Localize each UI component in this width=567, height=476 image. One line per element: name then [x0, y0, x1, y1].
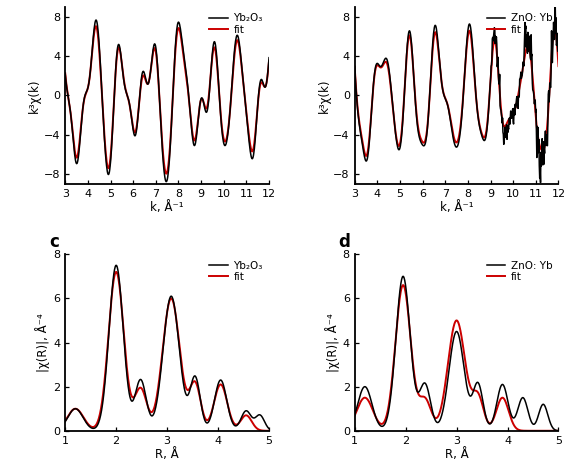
- Y-axis label: |χ(R)|, Å⁻⁴: |χ(R)|, Å⁻⁴: [325, 313, 340, 372]
- Y-axis label: k³χ(k): k³χ(k): [318, 78, 331, 113]
- Y-axis label: |χ(R)|, Å⁻⁴: |χ(R)|, Å⁻⁴: [36, 313, 50, 372]
- Legend: Yb₂O₃, fit: Yb₂O₃, fit: [209, 259, 264, 283]
- Y-axis label: k³χ(k): k³χ(k): [28, 78, 41, 113]
- Legend: Yb₂O₃, fit: Yb₂O₃, fit: [209, 12, 264, 36]
- Text: d: d: [338, 233, 350, 251]
- X-axis label: k, Å⁻¹: k, Å⁻¹: [150, 201, 184, 214]
- X-axis label: R, Å: R, Å: [155, 448, 179, 461]
- Text: c: c: [49, 233, 59, 251]
- Legend: ZnO: Yb, fit: ZnO: Yb, fit: [485, 12, 553, 36]
- Text: a: a: [49, 0, 60, 4]
- Legend: ZnO: Yb, fit: ZnO: Yb, fit: [485, 259, 553, 283]
- X-axis label: k, Å⁻¹: k, Å⁻¹: [440, 201, 473, 214]
- Text: b: b: [338, 0, 350, 4]
- X-axis label: R, Å: R, Å: [445, 448, 468, 461]
